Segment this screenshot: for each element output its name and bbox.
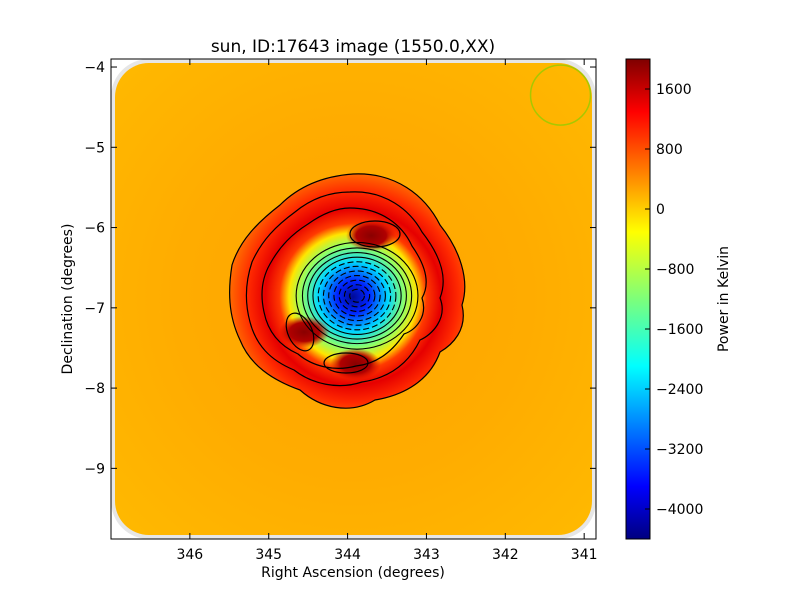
colorbar-tick-label: 1600 bbox=[656, 82, 692, 98]
contour-inner bbox=[301, 247, 413, 345]
colorbar-tick-label: −2400 bbox=[656, 382, 703, 398]
sun-disk bbox=[229, 173, 465, 409]
colorbar-tick-label: 800 bbox=[656, 142, 683, 158]
y-tick-label: −7 bbox=[84, 301, 105, 317]
colorbar: 1600 800 0 −800 −1600 −2400 −3200 −4000 Power i… bbox=[625, 58, 732, 540]
hot-spot bbox=[330, 348, 381, 380]
colorbar-tick-label: −800 bbox=[656, 262, 694, 278]
colorbar-tick-label: −4000 bbox=[656, 502, 703, 518]
y-tick-label: −4 bbox=[84, 60, 105, 76]
x-tick-label: 344 bbox=[334, 547, 361, 563]
contour-negative bbox=[322, 265, 392, 326]
hot-spots bbox=[278, 219, 397, 380]
contour-spot-bottom bbox=[323, 352, 369, 374]
colorbar-tick-label: −1600 bbox=[656, 322, 703, 338]
contour-negative bbox=[333, 274, 381, 317]
x-tick-label: 342 bbox=[492, 547, 519, 563]
inner-contour-rings bbox=[295, 241, 419, 350]
contour-2 bbox=[245, 191, 444, 387]
colorbar-tick-label: 0 bbox=[656, 202, 665, 218]
y-tick-label: −6 bbox=[84, 221, 105, 237]
contour-spot-top bbox=[349, 220, 401, 248]
contour-inner bbox=[307, 251, 407, 340]
y-tick-label: −9 bbox=[84, 461, 105, 477]
contour-3 bbox=[261, 207, 427, 369]
contour-outer bbox=[229, 173, 466, 409]
colorbar-tick-label: −3200 bbox=[656, 442, 703, 458]
y-tick-label: −5 bbox=[84, 140, 105, 156]
x-axis-label: Right Ascension (degrees) bbox=[261, 565, 445, 581]
x-tick-label: 346 bbox=[176, 547, 203, 563]
chart-title: sun, ID:17643 image (1550.0,XX) bbox=[211, 37, 495, 57]
y-axis-label: Declination (degrees) bbox=[60, 224, 76, 375]
contour-inner bbox=[295, 241, 419, 350]
colorbar-ticks: 1600 800 0 −800 −1600 −2400 −3200 −4000 bbox=[645, 82, 703, 518]
y-tick-label: −8 bbox=[84, 381, 105, 397]
x-tick-label: 341 bbox=[571, 547, 598, 563]
contour-inner bbox=[312, 256, 402, 335]
hot-spot bbox=[278, 316, 330, 348]
contour-spot-left bbox=[285, 312, 315, 352]
colorbar-label: Power in Kelvin bbox=[716, 246, 732, 352]
x-axis-ticks: 346 345 344 343 342 341 bbox=[176, 59, 598, 563]
contour-negative bbox=[349, 288, 365, 303]
contours bbox=[229, 173, 466, 409]
y-axis-ticks: −4 −5 −6 −7 −8 −9 bbox=[84, 60, 596, 477]
contour-negative bbox=[343, 284, 371, 308]
contour-negative bbox=[338, 279, 376, 312]
contour-negative bbox=[328, 270, 386, 322]
x-tick-label: 345 bbox=[255, 547, 282, 563]
axes-frame bbox=[110, 58, 597, 540]
beam-circle bbox=[529, 64, 592, 126]
plot-area: 346 345 344 343 342 341 −4 −5 −6 −7 −8 −9 sun, ID:… bbox=[60, 37, 598, 581]
contour-negative bbox=[317, 261, 397, 331]
x-tick-label: 343 bbox=[413, 547, 440, 563]
colorbar-scale bbox=[625, 58, 651, 540]
